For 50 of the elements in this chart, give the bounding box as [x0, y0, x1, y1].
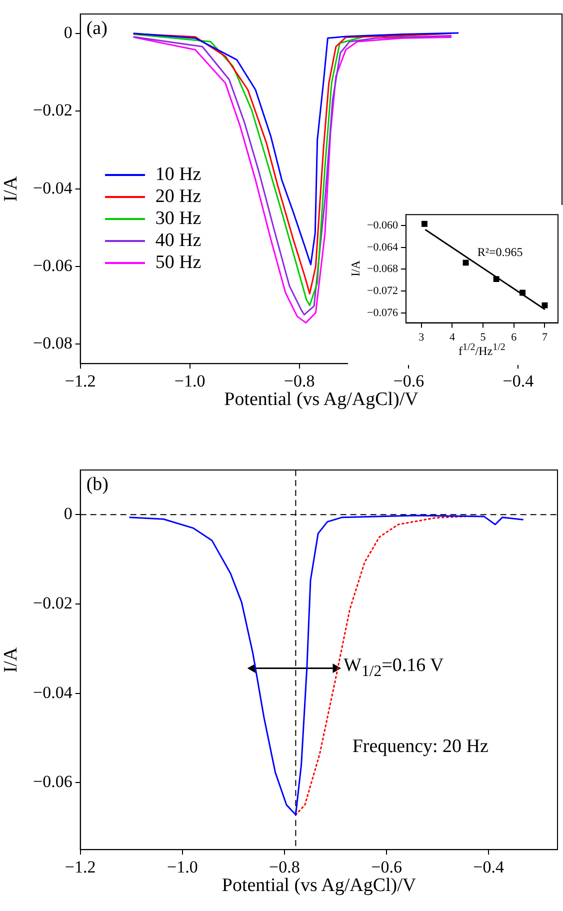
- legend-label: 50 Hz: [155, 252, 202, 274]
- legend-label: 20 Hz: [155, 186, 202, 208]
- x-tick-label: −1.2: [64, 371, 96, 390]
- y-axis-title: I/A: [0, 647, 23, 672]
- y-tick-label: −0.06: [32, 256, 72, 275]
- y-tick-label: −0.068: [366, 263, 398, 276]
- x-tick-label: −1.0: [166, 857, 198, 876]
- x-tick-label: 3: [418, 331, 425, 344]
- y-tick-label: −0.072: [366, 284, 398, 297]
- annotation: R²=0.965: [477, 244, 523, 260]
- x-tick-label: −0.4: [473, 857, 505, 876]
- y-axis-title: I/A: [348, 260, 364, 277]
- y-tick-label: −0.076: [366, 306, 398, 319]
- x-axis-title: Potential (vs Ag/AgCl)/V: [224, 388, 418, 411]
- x-tick-label: −1.0: [174, 371, 206, 390]
- annotation: Frequency: 20 Hz: [352, 736, 488, 758]
- x-tick-label: −0.4: [502, 371, 534, 390]
- y-axis-title: I/A: [0, 176, 23, 202]
- point: [421, 220, 428, 227]
- y-tick-label: −0.02: [32, 593, 72, 612]
- x-tick-label: 7: [542, 331, 548, 344]
- y-tick-label: −0.02: [32, 100, 72, 120]
- annotation: (b): [86, 474, 108, 496]
- y-tick-label: −0.04: [32, 178, 73, 198]
- x-tick-label: −0.6: [393, 371, 424, 390]
- x-axis-title: f$^{1/2}$/Hz$^{1/2}$: [458, 342, 506, 359]
- y-tick-label: 0: [64, 22, 72, 42]
- legend-label: 40 Hz: [155, 230, 202, 252]
- point: [520, 290, 526, 296]
- y-tick-label: −0.06: [32, 772, 72, 792]
- x-tick-label: 6: [511, 331, 518, 344]
- legend-label: 30 Hz: [155, 208, 202, 230]
- point: [493, 276, 500, 282]
- y-tick-label: −0.08: [32, 334, 72, 353]
- x-axis-title: Potential (vs Ag/AgCl)/V: [222, 874, 416, 897]
- x-tick-label: 5: [480, 331, 486, 344]
- x-tick-label: −0.8: [269, 857, 300, 876]
- x-tick-label: −0.8: [284, 371, 315, 390]
- x-tick-label: −0.6: [371, 857, 402, 876]
- y-tick-label: −0.04: [32, 682, 73, 702]
- x-tick-label: −1.2: [64, 857, 96, 876]
- point: [542, 302, 548, 308]
- point: [462, 260, 469, 266]
- y-tick-label: 0: [64, 504, 72, 524]
- legend-label: 10 Hz: [155, 164, 202, 186]
- y-tick-label: −0.060: [366, 219, 398, 232]
- x-tick-label: 4: [449, 331, 456, 344]
- y-tick-label: −0.064: [366, 241, 398, 254]
- annotation: W$_{1/2}$=0.16 V: [344, 655, 444, 682]
- annotation: (a): [86, 18, 108, 40]
